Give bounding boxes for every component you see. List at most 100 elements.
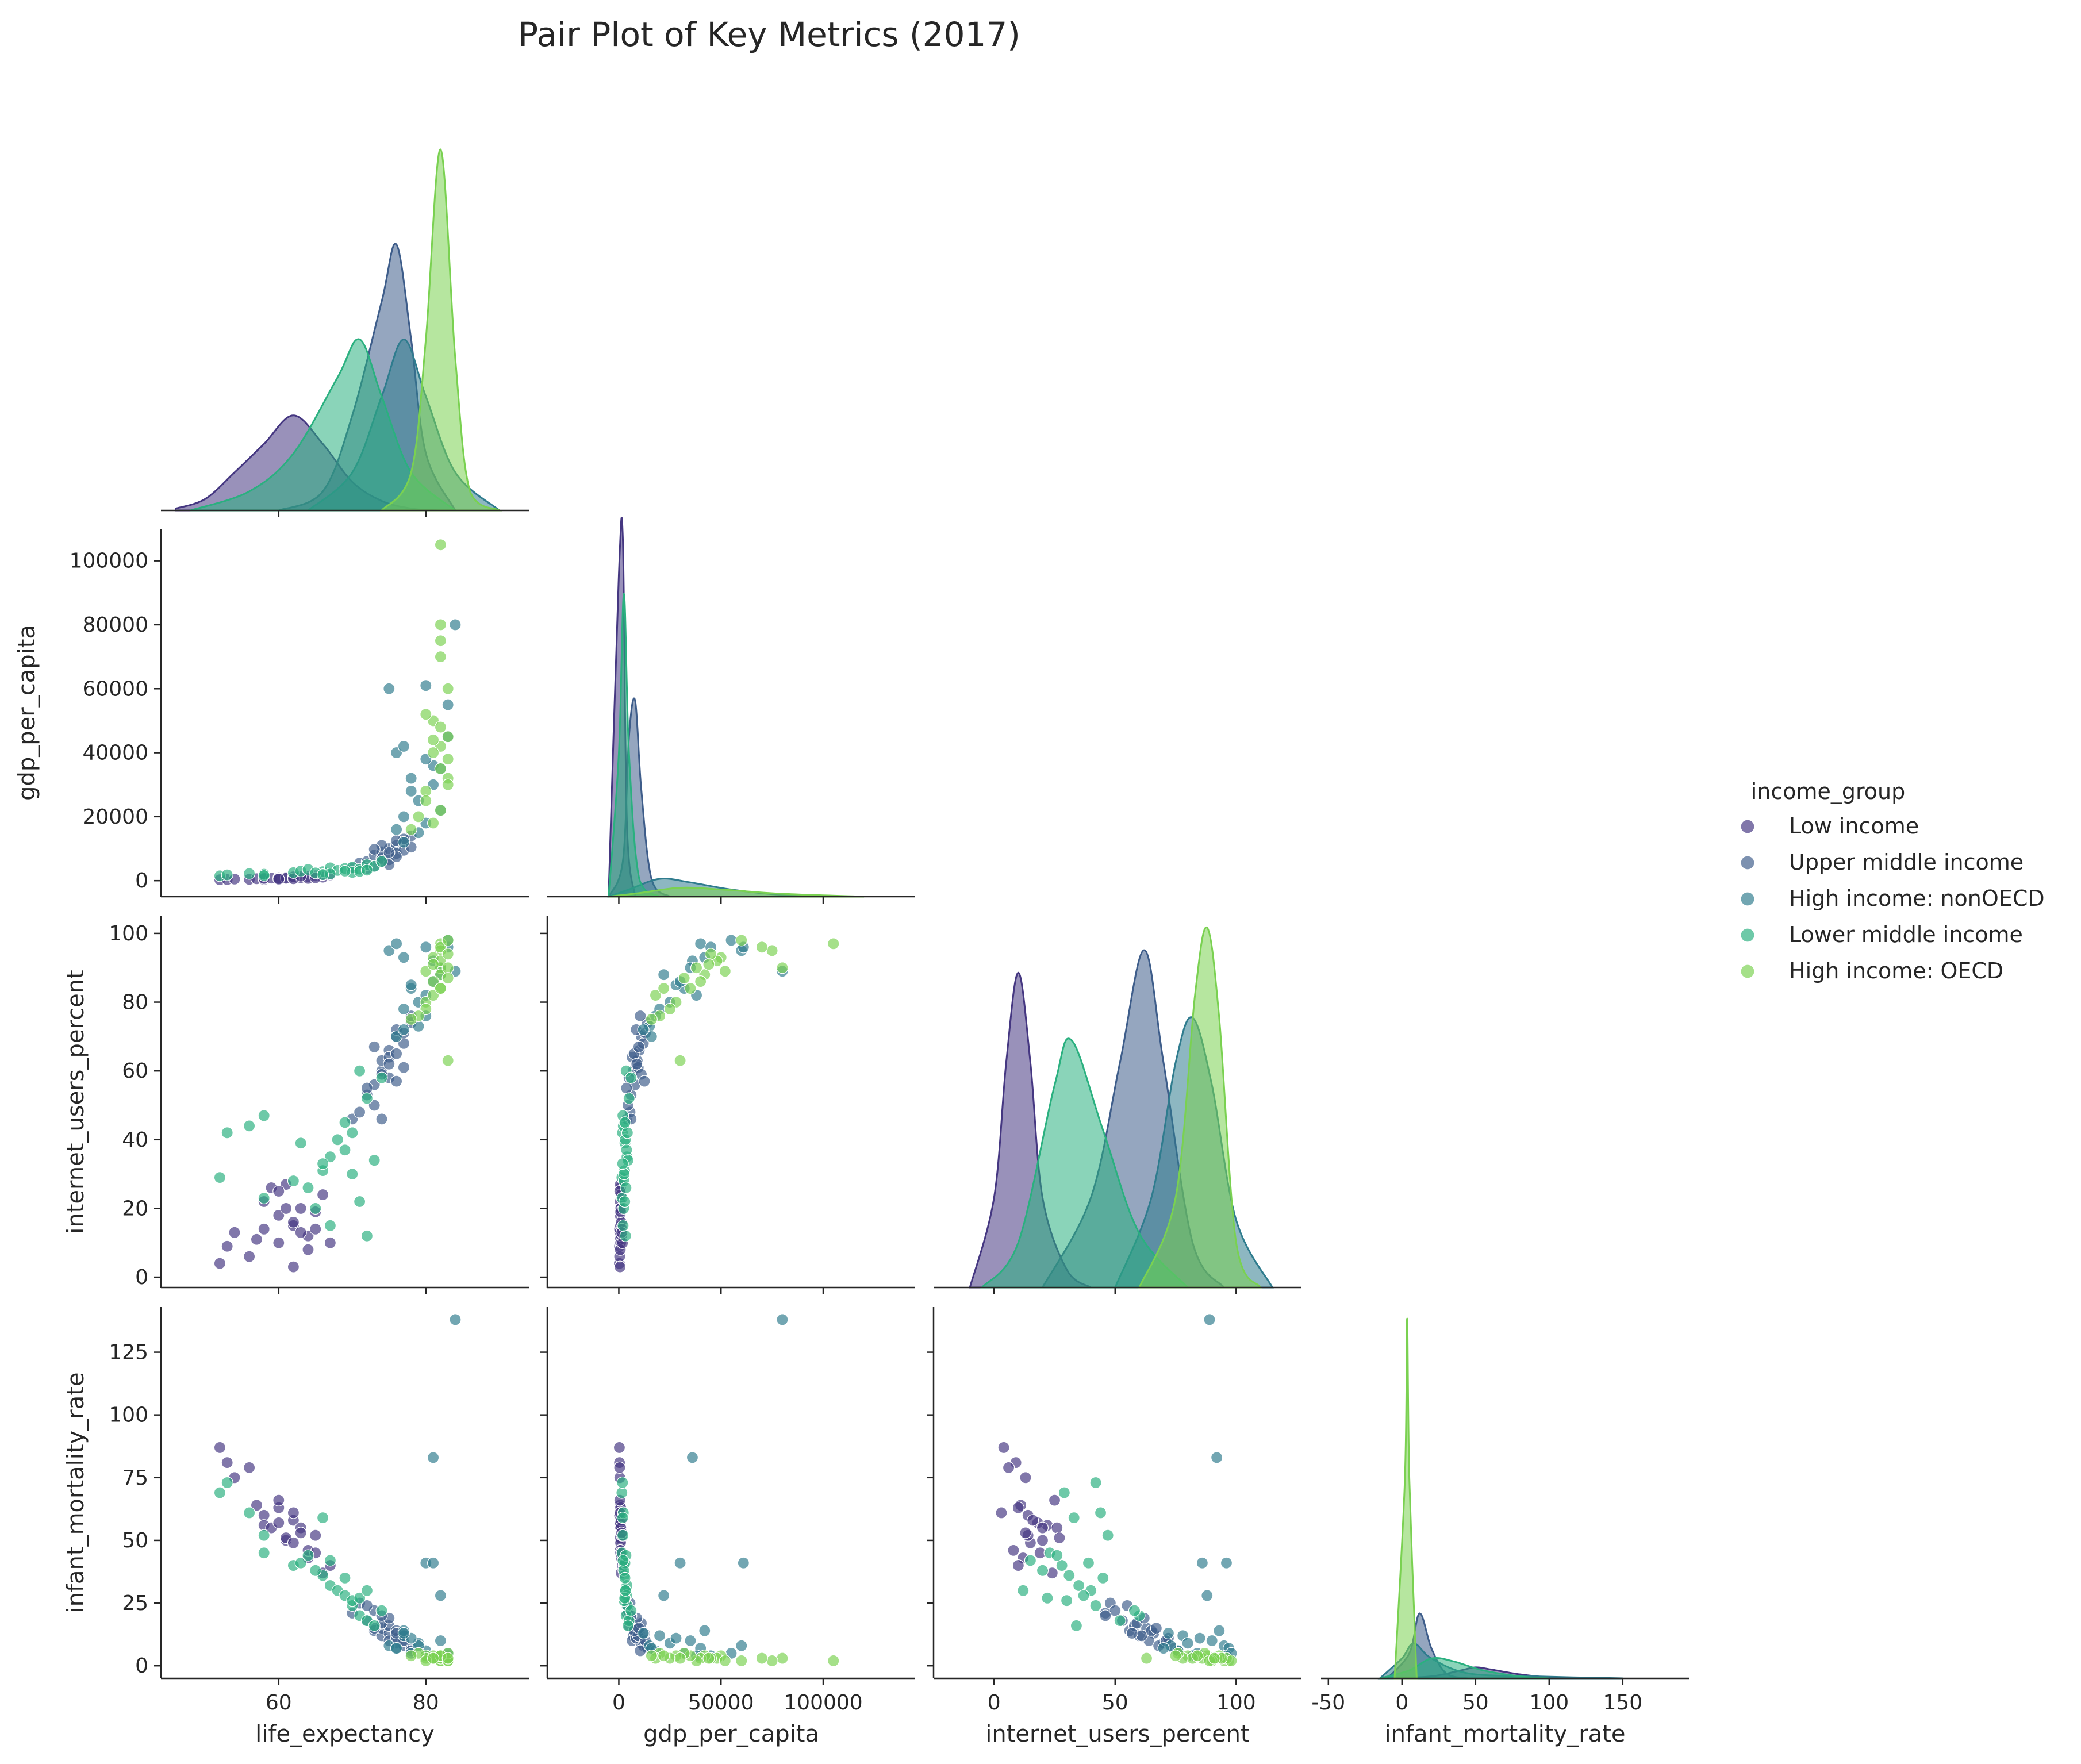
point-life_expectancy-infant_mortality_rate-s3-23 bbox=[316, 1512, 329, 1524]
point-life_expectancy-internet_users_percent-s3-14 bbox=[353, 1064, 366, 1077]
point-life_expectancy-infant_mortality_rate-s3-3 bbox=[258, 1529, 270, 1542]
point-internet_users_percent-infant_mortality_rate-s3-2 bbox=[1094, 1506, 1107, 1519]
point-life_expectancy-infant_mortality_rate-s2-16 bbox=[390, 1642, 403, 1655]
point-life_expectancy-internet_users_percent-s3-21 bbox=[360, 1229, 374, 1242]
point-life_expectancy-gdp_per_capita-s4-0 bbox=[434, 539, 447, 551]
point-life_expectancy-gdp_per_capita-s2-13 bbox=[397, 740, 410, 753]
point-gdp_per_capita-internet_users_percent-s4-9 bbox=[694, 975, 707, 988]
point-life_expectancy-infant_mortality_rate-s2-7 bbox=[434, 1589, 447, 1602]
point-life_expectancy-internet_users_percent-s3-11 bbox=[339, 1144, 351, 1156]
point-life_expectancy-internet_users_percent-s3-7 bbox=[302, 1181, 314, 1194]
point-life_expectancy-infant_mortality_rate-s4-18 bbox=[441, 1652, 454, 1665]
point-gdp_per_capita-internet_users_percent-s4-19 bbox=[645, 1013, 658, 1026]
point-gdp_per_capita-internet_users_percent-s1-18 bbox=[634, 1009, 647, 1023]
point-life_expectancy-infant_mortality_rate-s3-21 bbox=[360, 1584, 374, 1597]
point-life_expectancy-gdp_per_capita-s2-5 bbox=[420, 679, 432, 692]
panel-internet_users_percent-internet_users_percent bbox=[934, 926, 1301, 1294]
point-internet_users_percent-infant_mortality_rate-s3-23 bbox=[1068, 1512, 1080, 1524]
point-gdp_per_capita-infant_mortality_rate-s4-18 bbox=[674, 1652, 686, 1665]
point-life_expectancy-internet_users_percent-s4-4 bbox=[441, 934, 454, 947]
legend-label-3: Lower middle income bbox=[1789, 922, 2023, 947]
point-internet_users_percent-infant_mortality_rate-s2-5 bbox=[1220, 1557, 1233, 1569]
point-gdp_per_capita-internet_users_percent-s4-10 bbox=[690, 962, 703, 974]
point-internet_users_percent-infant_mortality_rate-s3-8 bbox=[1063, 1569, 1076, 1582]
point-internet_users_percent-infant_mortality_rate-s0-19 bbox=[1012, 1559, 1024, 1572]
point-internet_users_percent-infant_mortality_rate-s0-21 bbox=[1048, 1494, 1061, 1506]
y-tick-label: 100000 bbox=[70, 549, 148, 573]
point-life_expectancy-infant_mortality_rate-s3-2 bbox=[243, 1506, 256, 1519]
point-internet_users_percent-infant_mortality_rate-s0-0 bbox=[997, 1441, 1010, 1454]
point-life_expectancy-internet_users_percent-s4-21 bbox=[427, 958, 440, 971]
point-life_expectancy-gdp_per_capita-s4-1 bbox=[434, 618, 447, 631]
point-gdp_per_capita-internet_users_percent-s4-16 bbox=[649, 989, 662, 1002]
point-internet_users_percent-infant_mortality_rate-s2-14 bbox=[1205, 1634, 1218, 1647]
point-life_expectancy-gdp_per_capita-s4-10 bbox=[441, 753, 454, 766]
point-gdp_per_capita-infant_mortality_rate-s2-13 bbox=[698, 1624, 711, 1637]
point-life_expectancy-infant_mortality_rate-s2-6 bbox=[427, 1451, 440, 1464]
point-gdp_per_capita-internet_users_percent-s2-1 bbox=[694, 937, 707, 950]
point-life_expectancy-infant_mortality_rate-s0-21 bbox=[272, 1494, 285, 1506]
point-life_expectancy-infant_mortality_rate-s0-12 bbox=[287, 1536, 300, 1549]
y-axis-label-infant_mortality_rate: infant_mortality_rate bbox=[63, 1372, 89, 1613]
point-life_expectancy-internet_users_percent-s2-2 bbox=[397, 1002, 410, 1016]
point-life_expectancy-gdp_per_capita-s4-6 bbox=[434, 721, 447, 733]
point-life_expectancy-infant_mortality_rate-s0-4 bbox=[250, 1499, 263, 1512]
legend-label-0: Low income bbox=[1789, 813, 1919, 839]
point-gdp_per_capita-infant_mortality_rate-s3-19 bbox=[619, 1571, 631, 1585]
point-gdp_per_capita-infant_mortality_rate-s4-19 bbox=[645, 1650, 658, 1662]
point-gdp_per_capita-internet_users_percent-s4-18 bbox=[674, 1054, 686, 1067]
point-gdp_per_capita-internet_users_percent-s3-21 bbox=[619, 1229, 632, 1242]
point-life_expectancy-gdp_per_capita-s4-21 bbox=[427, 733, 440, 746]
point-gdp_per_capita-infant_mortality_rate-s4-4 bbox=[735, 1654, 748, 1667]
point-gdp_per_capita-internet_users_percent-s3-7 bbox=[620, 1181, 632, 1194]
y-tick-label: 40000 bbox=[82, 741, 148, 765]
point-life_expectancy-internet_users_percent-s2-19 bbox=[397, 1023, 410, 1036]
point-life_expectancy-internet_users_percent-s0-21 bbox=[272, 1185, 285, 1198]
panel-gdp_per_capita-infant_mortality_rate: 0 50000 100000 bbox=[540, 1307, 915, 1715]
point-gdp_per_capita-infant_mortality_rate-s2-9 bbox=[776, 1313, 789, 1326]
panel-life_expectancy-internet_users_percent: 0 20 40 60 80 100 bbox=[109, 916, 529, 1294]
y-tick-label: 40 bbox=[122, 1128, 148, 1152]
point-life_expectancy-infant_mortality_rate-s0-1 bbox=[221, 1456, 233, 1469]
point-internet_users_percent-infant_mortality_rate-s3-22 bbox=[1024, 1554, 1037, 1567]
point-life_expectancy-infant_mortality_rate-s4-21 bbox=[427, 1652, 440, 1665]
point-life_expectancy-internet_users_percent-s0-20 bbox=[287, 1260, 300, 1273]
point-life_expectancy-internet_users_percent-s3-5 bbox=[287, 1174, 300, 1187]
point-life_expectancy-internet_users_percent-s0-19 bbox=[324, 1236, 337, 1249]
point-internet_users_percent-infant_mortality_rate-s3-19 bbox=[1097, 1571, 1109, 1585]
point-gdp_per_capita-infant_mortality_rate-s0-0 bbox=[613, 1441, 626, 1454]
y-tick-label: 100 bbox=[109, 922, 148, 946]
point-internet_users_percent-infant_mortality_rate-s0-20 bbox=[995, 1506, 1008, 1519]
point-life_expectancy-internet_users_percent-s1-23 bbox=[375, 1113, 388, 1125]
legend-marker-2 bbox=[1740, 891, 1755, 906]
point-life_expectancy-gdp_per_capita-s3-4 bbox=[258, 869, 270, 882]
legend-marker-3 bbox=[1740, 928, 1755, 943]
point-life_expectancy-internet_users_percent-s2-1 bbox=[390, 937, 403, 950]
kde-life_expectancy-series-4 bbox=[379, 148, 502, 512]
point-gdp_per_capita-infant_mortality_rate-s4-3 bbox=[755, 1652, 768, 1665]
point-life_expectancy-gdp_per_capita-s4-20 bbox=[420, 708, 432, 721]
point-internet_users_percent-infant_mortality_rate-s2-12 bbox=[1193, 1632, 1206, 1644]
point-internet_users_percent-infant_mortality_rate-s2-13 bbox=[1213, 1624, 1226, 1637]
y-tick-label: 80000 bbox=[82, 613, 148, 637]
point-life_expectancy-infant_mortality_rate-s4-19 bbox=[405, 1650, 417, 1662]
legend-marker-0 bbox=[1740, 819, 1755, 834]
point-life_expectancy-gdp_per_capita-s4-19 bbox=[405, 823, 417, 836]
point-gdp_per_capita-internet_users_percent-s3-22 bbox=[617, 1219, 629, 1232]
point-life_expectancy-internet_users_percent-s0-18 bbox=[316, 1188, 329, 1201]
point-life_expectancy-gdp_per_capita-s4-11 bbox=[434, 762, 447, 775]
x-tick-label: 0 bbox=[1395, 1691, 1408, 1715]
point-life_expectancy-internet_users_percent-s1-22 bbox=[390, 1075, 403, 1087]
point-gdp_per_capita-internet_users_percent-s4-17 bbox=[658, 982, 670, 995]
point-internet_users_percent-infant_mortality_rate-s1-21 bbox=[1150, 1622, 1162, 1635]
y-tick-label: 80 bbox=[122, 991, 148, 1014]
point-life_expectancy-internet_users_percent-s4-17 bbox=[434, 982, 447, 995]
point-life_expectancy-infant_mortality_rate-s0-22 bbox=[294, 1527, 307, 1539]
point-gdp_per_capita-internet_users_percent-s2-17 bbox=[725, 934, 738, 947]
point-life_expectancy-internet_users_percent-s4-19 bbox=[405, 1013, 417, 1026]
point-life_expectancy-gdp_per_capita-s1-20 bbox=[383, 846, 396, 859]
point-life_expectancy-infant_mortality_rate-s0-9 bbox=[272, 1516, 285, 1529]
point-internet_users_percent-infant_mortality_rate-s0-10 bbox=[1036, 1534, 1049, 1547]
point-internet_users_percent-infant_mortality_rate-s2-6 bbox=[1211, 1451, 1223, 1464]
